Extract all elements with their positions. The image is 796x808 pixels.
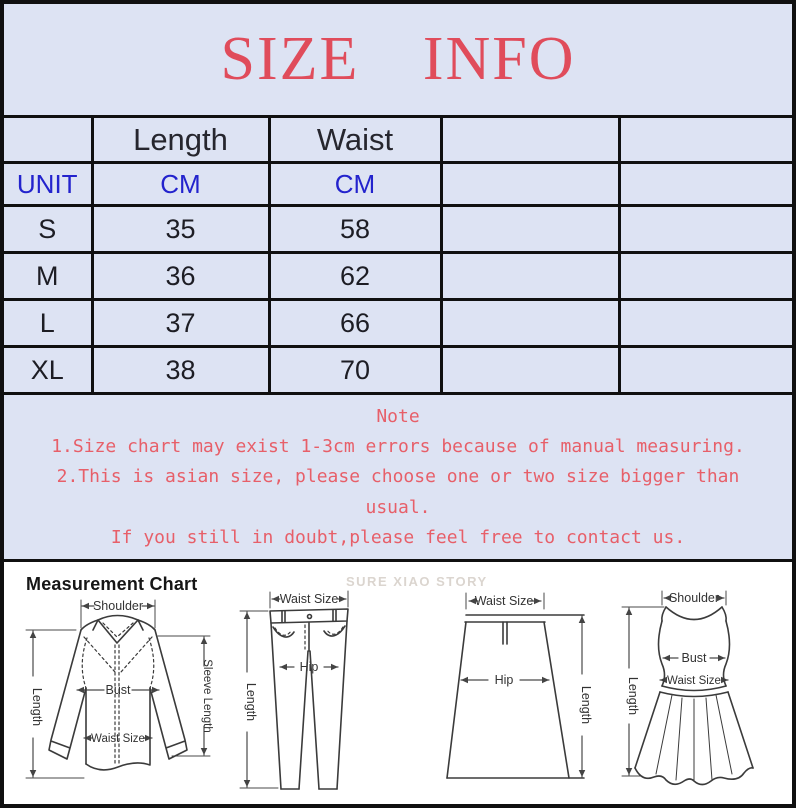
shirt-bust-label: Bust [105,683,131,697]
header-cell-empty [617,118,792,164]
store-watermark: SURE XIAO STORY [346,574,488,589]
pants-hip-label: Hip [300,660,319,674]
shirt-length-label: Length [30,688,44,726]
shirt-shoulder-label: Shoulder [93,599,143,613]
size-cell: XL [4,345,94,395]
header-cell-empty [4,118,94,164]
note-line: If you still in doubt,please feel free t… [110,526,686,548]
length-cell: 37 [90,298,271,348]
note-line: 2.This is asian size, please choose one … [56,466,740,488]
unit-waist-cell: CM [267,161,443,207]
shirt-waist-size-label: Waist Size [91,733,145,745]
note-line: usual. [365,496,431,518]
table-row-s: S 35 58 [4,204,792,254]
skirt-waist-size-label: Waist Size [475,594,534,608]
note-heading: Note [376,406,420,428]
pants-length-label: Length [244,683,258,721]
header-cell-length: Length [90,118,271,164]
length-cell: 38 [90,345,271,395]
dress-waist-size-label: Waist Size [667,675,721,687]
empty-cell [617,345,792,395]
unit-empty-cell [439,161,621,207]
length-cell: 35 [90,204,271,254]
size-table: Length Waist UNIT CM CM S 35 58 M 36 62 [4,118,792,395]
empty-cell [439,204,621,254]
pants-diagram: Waist Size Length Hip [239,590,349,790]
waist-cell: 70 [267,345,443,395]
size-cell: L [4,298,94,348]
table-row-l: L 37 66 [4,298,792,348]
unit-label-cell: UNIT [4,161,94,207]
table-header-row: Length Waist [4,118,792,164]
size-cell: S [4,204,94,254]
measurement-chart-title: Measurement Chart [26,574,198,594]
shirt-sleeve-length-label: Sleeve Length [201,659,213,733]
empty-cell [617,204,792,254]
size-cell: M [4,251,94,301]
dress-length-label: Length [626,677,640,715]
table-row-m: M 36 62 [4,251,792,301]
unit-length-cell: CM [90,161,271,207]
header-cell-empty [439,118,621,164]
table-row-xl: XL 38 70 [4,345,792,395]
skirt-diagram: Waist Size Length Hip [446,592,592,779]
skirt-length-label: Length [579,686,592,724]
empty-cell [439,251,621,301]
waist-cell: 66 [267,298,443,348]
empty-cell [617,251,792,301]
empty-cell [439,298,621,348]
empty-cell [617,298,792,348]
header-cell-waist: Waist [267,118,443,164]
note-section: Note 1.Size chart may exist 1-3cm errors… [4,395,792,562]
skirt-hip-label: Hip [495,673,514,687]
pants-waist-size-label: Waist Size [280,592,339,606]
dress-diagram: Shoulder Bust Waist Size Length [621,590,754,786]
measurement-chart-section: Measurement Chart SURE XIAO STORY Should… [4,562,792,804]
note-line: 1.Size chart may exist 1-3cm errors beca… [51,436,745,458]
title-row: SIZE INFO [4,4,792,118]
length-cell: 36 [90,251,271,301]
page-title: SIZE INFO [220,25,576,93]
dress-shoulder-label: Shoulder [669,591,719,605]
unit-empty-cell [617,161,792,207]
unit-row: UNIT CM CM [4,161,792,207]
shirt-diagram: Shoulder Length Sleeve Length Bust Waist… [25,599,213,779]
dress-bust-label: Bust [681,651,707,665]
waist-cell: 62 [267,251,443,301]
waist-cell: 58 [267,204,443,254]
empty-cell [439,345,621,395]
